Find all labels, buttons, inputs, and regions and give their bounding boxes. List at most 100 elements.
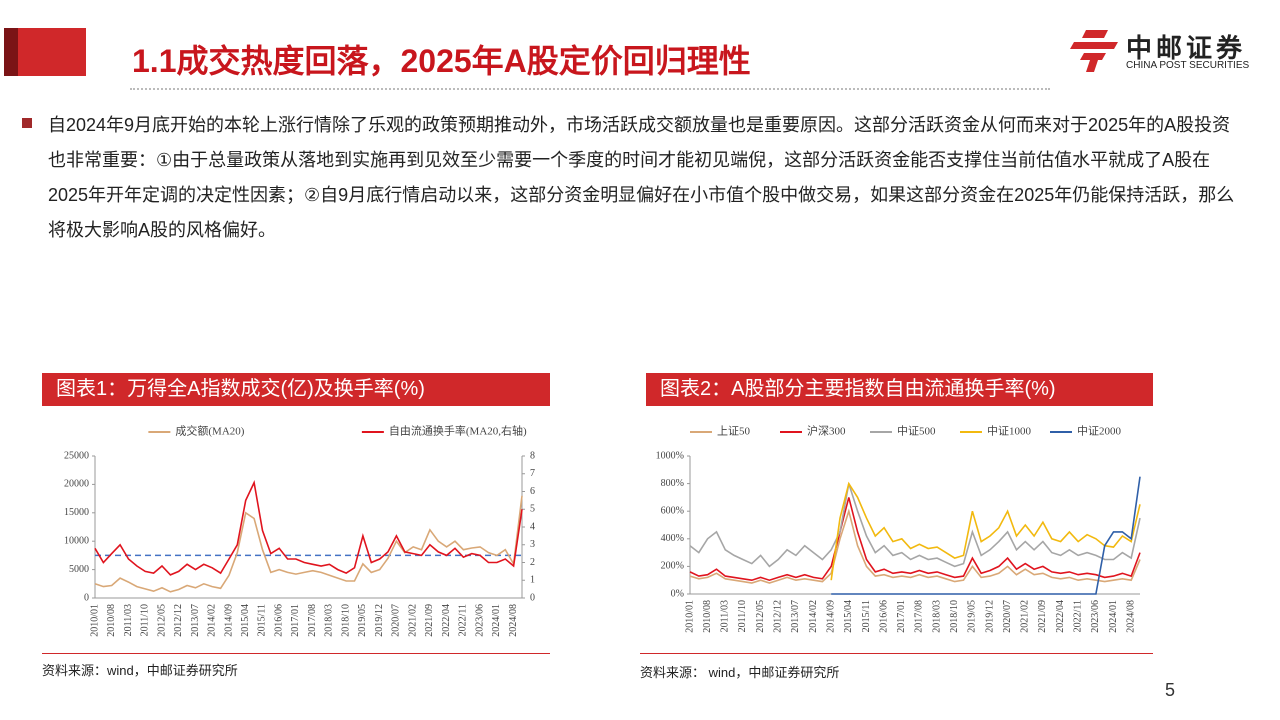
- y-tick-label: 1000%: [656, 450, 684, 461]
- x-tick-label: 2017/08: [914, 600, 925, 633]
- y-tick-label: 15000: [64, 507, 89, 518]
- x-tick-label: 2014/09: [223, 604, 234, 637]
- x-tick-label: 2014/02: [207, 604, 218, 637]
- x-tick-label: 2015/11: [861, 600, 872, 632]
- series-line: [689, 497, 1141, 582]
- x-tick-label: 2019/12: [374, 604, 385, 637]
- y2-tick-label: 6: [530, 486, 535, 497]
- legend-label: 中证500: [897, 425, 936, 438]
- legend-label: 中证2000: [1077, 425, 1121, 438]
- x-tick-label: 2012/05: [755, 600, 766, 633]
- x-tick-label: 2014/09: [825, 600, 836, 633]
- x-tick-label: 2022/11: [1073, 600, 1084, 632]
- x-tick-label: 2011/10: [140, 604, 151, 636]
- y2-tick-label: 7: [530, 468, 535, 479]
- y2-tick-label: 0: [530, 592, 535, 603]
- y-tick-label: 0%: [671, 588, 684, 599]
- x-tick-label: 2015/04: [240, 604, 251, 637]
- y-tick-label: 20000: [64, 479, 89, 490]
- legend-label: 上证50: [717, 425, 750, 438]
- series-line: [689, 483, 1141, 568]
- x-tick-label: 2011/10: [737, 600, 748, 632]
- x-tick-label: 2015/04: [843, 600, 854, 633]
- series-line: [94, 495, 523, 593]
- logo-subtext: CHINA POST SECURITIES: [1126, 60, 1250, 71]
- x-tick-label: 2013/07: [790, 600, 801, 633]
- figure-caption: 图表1：万得全A指数成交(亿)及换手率(%): [42, 373, 550, 406]
- x-tick-label: 2013/07: [190, 604, 201, 637]
- x-tick-label: 2019/12: [984, 600, 995, 633]
- paragraph: 自2024年9月底开始的本轮上涨行情除了乐观的政策预期推动外，市场活跃成交额放量…: [48, 115, 1235, 240]
- series-line: [689, 508, 1141, 584]
- y-tick-label: 25000: [64, 450, 89, 461]
- y-tick-label: 800%: [661, 478, 684, 489]
- y2-tick-label: 4: [530, 521, 535, 532]
- x-tick-label: 2019/05: [357, 604, 368, 637]
- source-note: 资料来源： wind，中邮证券研究所: [640, 665, 840, 680]
- x-tick-label: 2024/01: [1108, 600, 1119, 633]
- x-tick-label: 2019/05: [967, 600, 978, 633]
- series-line: [94, 479, 523, 576]
- x-tick-label: 2016/06: [878, 600, 889, 633]
- legend-label: 沪深300: [807, 424, 846, 438]
- y-tick-label: 200%: [661, 561, 684, 572]
- x-tick-label: 2010/01: [89, 604, 100, 637]
- x-tick-label: 2010/08: [106, 604, 117, 637]
- x-tick-label: 2022/11: [458, 604, 469, 636]
- figure-rule: [42, 653, 550, 654]
- x-tick-label: 2011/03: [123, 604, 134, 636]
- figure-caption: 图表2：A股部分主要指数自由流通换手率(%): [646, 373, 1153, 406]
- series-line: [831, 476, 1141, 595]
- x-tick-label: 2018/03: [324, 604, 335, 637]
- x-tick-label: 2022/04: [441, 604, 452, 637]
- y-tick-label: 400%: [661, 533, 684, 544]
- series-line: [830, 481, 1141, 581]
- x-tick-label: 2012/12: [773, 600, 784, 633]
- x-tick-label: 2021/02: [1020, 600, 1031, 633]
- x-tick-label: 2011/03: [720, 600, 731, 632]
- x-tick-label: 2017/01: [290, 604, 301, 637]
- x-tick-label: 2014/02: [808, 600, 819, 633]
- x-tick-label: 2010/08: [702, 600, 713, 633]
- x-tick-label: 2017/01: [896, 600, 907, 633]
- header-stripe: [4, 28, 18, 76]
- x-tick-label: 2018/03: [931, 600, 942, 633]
- x-tick-label: 2023/06: [1090, 600, 1101, 633]
- y2-tick-label: 3: [530, 539, 535, 550]
- legend-label: 中证1000: [987, 425, 1031, 438]
- x-tick-label: 2017/08: [307, 604, 318, 637]
- y-tick-label: 600%: [661, 505, 684, 516]
- y-tick-label: 5000: [69, 564, 89, 575]
- bullet: [22, 118, 32, 128]
- source-note: 资料来源：wind，中邮证券研究所: [42, 663, 238, 678]
- x-tick-label: 2010/01: [684, 600, 695, 633]
- y-tick-label: 10000: [64, 535, 89, 546]
- logo-icon: [1070, 30, 1118, 72]
- x-tick-label: 2021/02: [407, 604, 418, 637]
- y2-tick-label: 5: [530, 504, 535, 515]
- figure-rule: [640, 653, 1153, 654]
- page-number: 5: [1165, 680, 1176, 700]
- header-block: [18, 28, 86, 76]
- x-tick-label: 2016/06: [273, 604, 284, 637]
- x-tick-label: 2022/04: [1055, 600, 1066, 633]
- y2-tick-label: 1: [530, 575, 535, 586]
- legend-label: 成交额(MA20): [175, 424, 244, 438]
- x-tick-label: 2018/10: [949, 600, 960, 633]
- header-rule: [130, 88, 1050, 90]
- y2-tick-label: 2: [530, 557, 535, 568]
- x-tick-label: 2021/09: [1037, 600, 1048, 633]
- x-tick-label: 2012/05: [156, 604, 167, 637]
- x-tick-label: 2015/11: [257, 604, 268, 636]
- x-tick-label: 2024/08: [508, 604, 519, 637]
- x-tick-label: 2020/07: [391, 604, 402, 637]
- x-tick-label: 2024/01: [491, 604, 502, 637]
- x-tick-label: 2020/07: [1002, 600, 1013, 633]
- x-tick-label: 2021/09: [424, 604, 435, 637]
- slide-title: 1.1成交热度回落，2025年A股定价回归理性: [132, 43, 751, 79]
- x-tick-label: 2023/06: [474, 604, 485, 637]
- x-tick-label: 2024/08: [1125, 600, 1136, 633]
- y-tick-label: 0: [84, 592, 89, 603]
